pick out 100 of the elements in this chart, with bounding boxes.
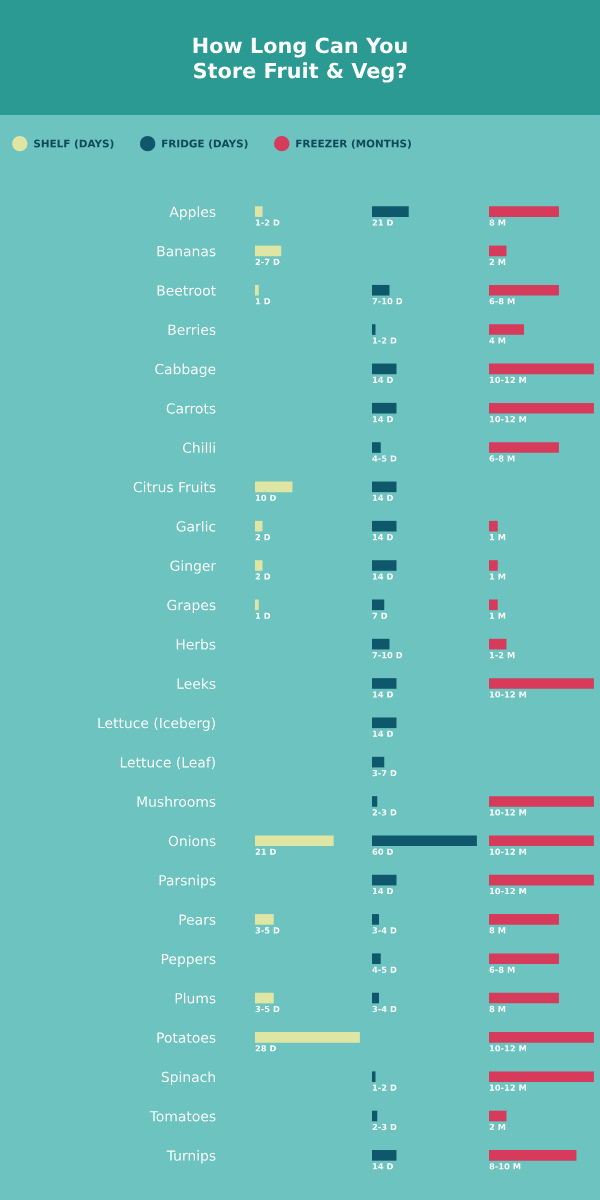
data-label: 1 D bbox=[255, 298, 271, 305]
bar bbox=[255, 835, 334, 847]
bar bbox=[255, 599, 259, 611]
y-tick-label: Mushrooms bbox=[137, 796, 216, 807]
y-tick-label: Chilli bbox=[182, 442, 215, 453]
bar bbox=[372, 599, 385, 611]
data-label: 3-7 D bbox=[372, 769, 397, 777]
data-label: 10-12 M bbox=[489, 416, 527, 423]
data-label: 3-5 D bbox=[255, 1005, 280, 1013]
bar bbox=[489, 206, 559, 217]
y-tick-label: Potatoes bbox=[157, 1032, 216, 1043]
bar bbox=[372, 402, 397, 414]
bar bbox=[372, 560, 397, 571]
data-label: 1-2 D bbox=[255, 219, 280, 226]
data-label: 14 D bbox=[372, 376, 393, 383]
y-tick-label: Garlic bbox=[176, 520, 216, 532]
data-label: 1 M bbox=[489, 534, 506, 541]
bar bbox=[255, 284, 259, 296]
bar bbox=[489, 953, 559, 965]
y-tick-label: Grapes bbox=[167, 599, 216, 613]
bar bbox=[489, 914, 559, 925]
data-label: 14 D bbox=[372, 888, 393, 895]
data-label: 1 M bbox=[489, 612, 506, 619]
data-label: 8-10 M bbox=[489, 1163, 521, 1170]
legend-label: FRIDGE (DAYS) bbox=[162, 139, 248, 149]
bar bbox=[255, 245, 282, 257]
data-label: 1-2 D bbox=[372, 337, 397, 344]
y-tick-label: Lettuce (Leaf) bbox=[120, 756, 215, 770]
bar bbox=[489, 874, 594, 886]
data-label: 21 D bbox=[255, 848, 276, 855]
data-label: 14 D bbox=[372, 691, 393, 698]
bar bbox=[372, 284, 390, 296]
bar bbox=[255, 992, 274, 1004]
data-label: 8 M bbox=[489, 219, 506, 226]
bar bbox=[489, 1071, 594, 1082]
bar bbox=[489, 796, 594, 807]
bar bbox=[372, 481, 397, 493]
y-tick-label: Cabbage bbox=[155, 363, 216, 378]
data-label: 8 M bbox=[489, 1005, 506, 1013]
data-label: 4-5 D bbox=[372, 455, 397, 462]
bar bbox=[372, 520, 397, 532]
data-label: 2 D bbox=[255, 533, 271, 541]
data-label: 14 D bbox=[372, 573, 393, 580]
data-label: 60 D bbox=[372, 848, 393, 855]
data-label: 7 D bbox=[372, 612, 388, 619]
data-label: 10-12 M bbox=[489, 691, 527, 698]
legend-label: FREEZER (MONTHS) bbox=[296, 139, 411, 149]
y-tick-label: Turnips bbox=[166, 1150, 216, 1164]
data-label: 10-12 M bbox=[489, 848, 527, 855]
bar bbox=[255, 914, 274, 925]
data-label: 2-7 D bbox=[255, 258, 280, 265]
bar bbox=[255, 560, 263, 571]
bar bbox=[489, 442, 559, 453]
data-label: 6-8 M bbox=[489, 966, 515, 973]
data-label: 10-12 M bbox=[489, 809, 527, 816]
bar bbox=[489, 560, 498, 571]
y-tick-label: Pears bbox=[179, 914, 216, 925]
bar bbox=[489, 284, 559, 296]
bar bbox=[489, 678, 594, 689]
bar bbox=[489, 599, 498, 611]
data-label: 4 M bbox=[489, 337, 506, 344]
bar bbox=[255, 481, 293, 493]
data-label: 14 D bbox=[372, 416, 393, 423]
bar bbox=[372, 914, 379, 925]
data-label: 14 D bbox=[372, 1163, 393, 1170]
legend-label: SHELF (DAYS) bbox=[34, 139, 114, 149]
data-label: 1 D bbox=[255, 612, 271, 619]
bar bbox=[489, 402, 594, 414]
bar bbox=[489, 1110, 507, 1122]
data-label: 8 M bbox=[489, 927, 506, 934]
data-label: 3-5 D bbox=[255, 927, 280, 934]
bar bbox=[372, 992, 379, 1004]
y-tick-label: Berries bbox=[168, 324, 216, 336]
bar bbox=[372, 638, 390, 650]
data-label: 2-3 D bbox=[372, 1123, 397, 1131]
bar bbox=[489, 324, 524, 335]
data-label: 1 M bbox=[489, 573, 506, 580]
data-label: 14 D bbox=[372, 494, 393, 501]
data-label: 14 D bbox=[372, 730, 393, 737]
bar bbox=[372, 1150, 397, 1161]
bar bbox=[372, 953, 381, 965]
bar bbox=[255, 206, 263, 217]
data-label: 10-12 M bbox=[489, 1045, 527, 1052]
y-tick-label: Beetroot bbox=[157, 285, 216, 296]
y-tick-label: Peppers bbox=[161, 953, 216, 967]
bar bbox=[372, 678, 397, 689]
bar bbox=[372, 796, 378, 807]
data-label: 4-5 D bbox=[372, 966, 397, 973]
data-label: 3-4 D bbox=[372, 927, 397, 934]
y-tick-label: Citrus Fruits bbox=[133, 481, 216, 493]
data-label: 7-10 D bbox=[372, 651, 403, 659]
bar bbox=[372, 717, 397, 729]
data-label: 6-8 M bbox=[489, 455, 515, 462]
bar bbox=[372, 363, 397, 375]
bar bbox=[489, 835, 594, 847]
data-label: 2 M bbox=[489, 1123, 506, 1131]
bar bbox=[489, 363, 594, 375]
data-label: 10-12 M bbox=[489, 376, 527, 383]
bar bbox=[489, 520, 498, 532]
y-tick-label: Onions bbox=[168, 835, 216, 847]
